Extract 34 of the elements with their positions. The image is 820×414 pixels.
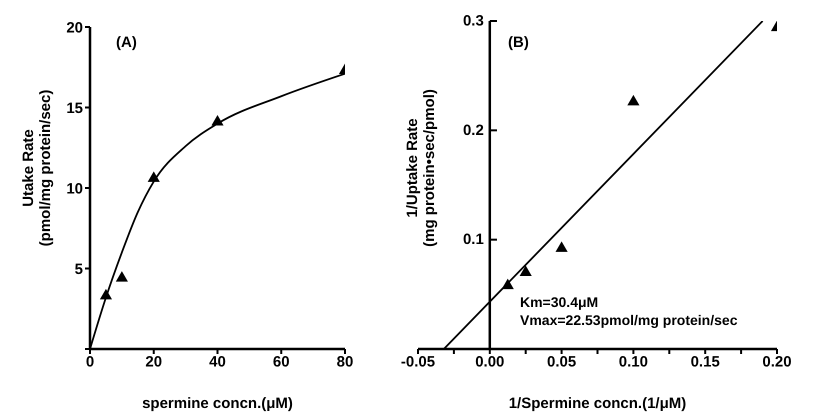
x-axis-title: spermine concn.(μM) xyxy=(142,395,293,412)
annotation: Km=30.4μM xyxy=(520,294,598,310)
x-axis-title: 1/Spermine concn.(1/μM) xyxy=(508,395,686,412)
y-tick-label: 0.3 xyxy=(462,12,484,30)
point xyxy=(116,271,128,282)
y-tick-label: 10 xyxy=(66,180,83,198)
point xyxy=(502,278,514,290)
text: 0.00 xyxy=(475,354,504,371)
x-tick-label: 0 xyxy=(86,354,94,371)
y-axis-title: Utake Rate (pmol/mg protein/sec) xyxy=(20,90,54,246)
y-tick-label: 15 xyxy=(66,100,83,117)
annotation: Vmax=22.53pmol/mg protein/sec xyxy=(520,312,738,328)
y-tick-label: 5 xyxy=(74,260,83,278)
annotation: (B) xyxy=(508,34,529,51)
x-tick-label: 80 xyxy=(336,354,354,371)
x-tick-label: 0.05 xyxy=(547,354,576,371)
point xyxy=(100,288,112,300)
x-tick-label: 20 xyxy=(145,354,162,371)
y-tick-label: 0.1 xyxy=(462,231,484,248)
x-tick-label: -0.05 xyxy=(400,354,436,371)
point xyxy=(211,114,224,126)
point xyxy=(556,241,568,252)
y-tick-label: 20 xyxy=(66,19,83,36)
x-tick-label: 60 xyxy=(272,354,290,371)
annotation: (A) xyxy=(116,34,137,51)
point xyxy=(520,265,532,276)
y-axis-title: 1/Uptake Rate (mg protein•sec/pmol) xyxy=(404,89,438,247)
y-tick-label: 0.2 xyxy=(462,122,484,139)
point xyxy=(148,171,160,182)
x-tick-label: 0.15 xyxy=(690,354,720,371)
point xyxy=(627,94,640,106)
x-tick-label: 40 xyxy=(209,354,226,371)
text: 0.10 xyxy=(618,354,648,371)
text: 0.20 xyxy=(762,354,792,371)
